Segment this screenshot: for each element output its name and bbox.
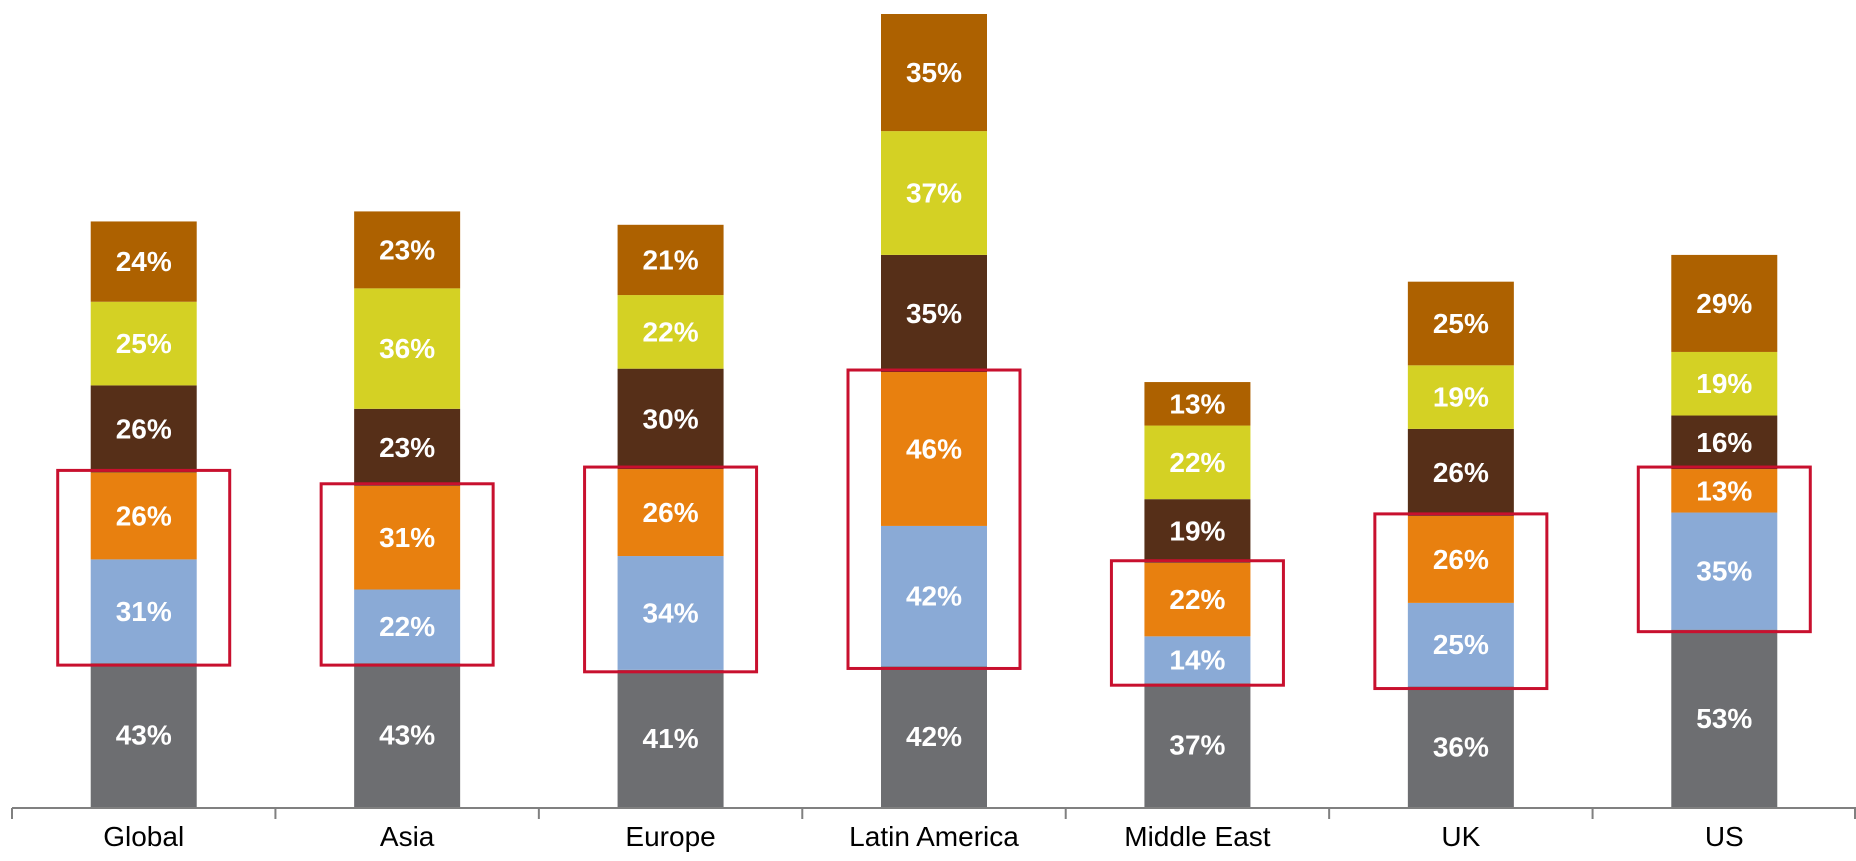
x-tick-label: UK — [1441, 821, 1480, 852]
x-tick-label: Asia — [380, 821, 435, 852]
data-label: 26% — [116, 413, 172, 444]
data-label: 42% — [906, 581, 962, 612]
bar-segment — [1671, 254, 1778, 352]
data-label: 31% — [116, 596, 172, 627]
bar-segment — [354, 408, 461, 486]
data-label: 25% — [116, 328, 172, 359]
data-label: 31% — [379, 522, 435, 553]
data-label: 21% — [643, 244, 699, 275]
data-label: 30% — [643, 403, 699, 434]
x-tick-label: Middle East — [1124, 821, 1271, 852]
data-label: 35% — [1696, 556, 1752, 587]
data-label: 43% — [116, 720, 172, 751]
bar-segment — [1671, 415, 1778, 470]
bar-segment — [1671, 351, 1778, 416]
data-label: 13% — [1169, 388, 1225, 419]
bar-segment — [354, 485, 461, 590]
data-label: 22% — [643, 316, 699, 347]
data-label: 19% — [1169, 515, 1225, 546]
data-label: 41% — [643, 723, 699, 754]
data-label: 36% — [379, 333, 435, 364]
data-label: 53% — [1696, 703, 1752, 734]
bar-segment — [1407, 281, 1514, 366]
bar-segment — [90, 559, 197, 664]
data-label: 35% — [906, 298, 962, 329]
data-label: 37% — [906, 178, 962, 209]
highlight-box — [56, 468, 232, 667]
bar-segment — [881, 666, 987, 807]
bar-segment — [1407, 365, 1514, 429]
data-label: 22% — [1169, 584, 1225, 615]
bar-segment — [90, 221, 197, 302]
bar-segment — [617, 669, 724, 807]
bar-segment — [1144, 425, 1251, 500]
bar-segment — [1407, 686, 1514, 807]
data-label: 46% — [906, 433, 962, 464]
data-label: 22% — [1169, 447, 1225, 478]
bar-segment — [354, 589, 461, 664]
bar-segment — [1144, 636, 1251, 684]
bar-segment — [90, 301, 197, 386]
highlight-box — [1373, 512, 1549, 691]
x-tick-label: Global — [103, 821, 184, 852]
bar-segment — [1407, 428, 1514, 516]
bar-segment — [1144, 562, 1251, 637]
bar-segment — [881, 254, 987, 373]
data-label: 19% — [1696, 368, 1752, 399]
bar-segment — [1671, 469, 1778, 513]
data-label: 23% — [379, 432, 435, 463]
bar-segment — [617, 224, 724, 296]
bar-segment — [90, 663, 197, 807]
bar-segment — [1144, 382, 1251, 426]
data-label: 43% — [379, 720, 435, 751]
data-label: 26% — [1433, 457, 1489, 488]
bar-segment — [1671, 629, 1778, 807]
bar-segment — [881, 14, 987, 132]
highlight-box — [319, 482, 495, 667]
data-label: 25% — [1433, 308, 1489, 339]
bar-segment — [354, 288, 461, 409]
bar-segment — [354, 211, 461, 289]
bar-segment — [617, 556, 724, 670]
data-label: 23% — [379, 234, 435, 265]
bar-segment — [1144, 683, 1251, 807]
data-label: 13% — [1696, 475, 1752, 506]
data-label: 34% — [643, 597, 699, 628]
data-label: 26% — [1433, 544, 1489, 575]
bar-segment — [1671, 512, 1778, 630]
highlight-box — [1109, 559, 1285, 687]
data-label: 24% — [116, 246, 172, 277]
x-tick-label: US — [1705, 821, 1744, 852]
bar-segment — [90, 472, 197, 560]
data-label: 14% — [1169, 644, 1225, 675]
bar-segment — [1407, 515, 1514, 603]
bar-segment — [90, 385, 197, 473]
x-tick-label: Latin America — [849, 821, 1019, 852]
bar-segment — [354, 663, 461, 807]
data-label: 37% — [1169, 730, 1225, 761]
highlight-box — [583, 465, 759, 674]
data-label: 26% — [116, 500, 172, 531]
x-tick-label: Europe — [625, 821, 715, 852]
data-label: 25% — [1433, 629, 1489, 660]
highlight-box — [1636, 465, 1812, 634]
data-label: 42% — [906, 721, 962, 752]
bar-segment — [617, 295, 724, 369]
data-label: 29% — [1696, 288, 1752, 319]
bar-segment — [617, 368, 724, 470]
bar-segment — [881, 372, 987, 526]
bar-segment — [1407, 602, 1514, 687]
bar-segment — [881, 525, 987, 667]
data-label: 19% — [1433, 382, 1489, 413]
data-label: 36% — [1433, 731, 1489, 762]
data-label: 26% — [643, 497, 699, 528]
data-label: 22% — [379, 611, 435, 642]
bar-segment — [617, 469, 724, 557]
data-label: 16% — [1696, 427, 1752, 458]
highlight-box — [846, 368, 1022, 670]
data-label: 35% — [906, 57, 962, 88]
bar-segment — [1144, 499, 1251, 563]
bar-segment — [881, 131, 987, 255]
